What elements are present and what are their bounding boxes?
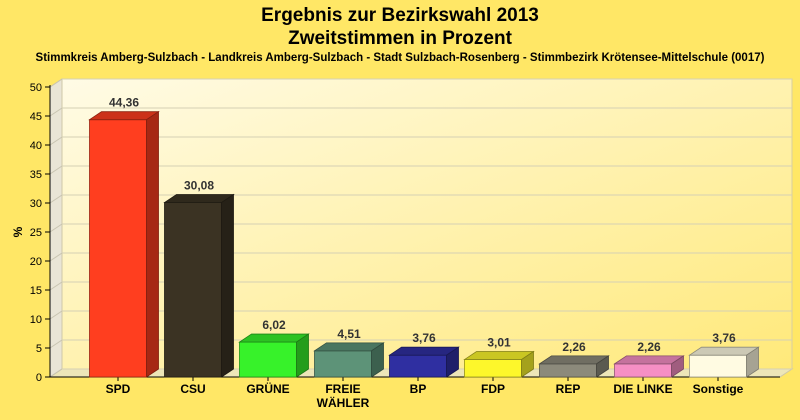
bar: [463, 350, 535, 378]
data-label: 2,26: [562, 340, 586, 354]
y-tick-label: 0: [36, 372, 42, 384]
data-label: 44,36: [109, 96, 139, 110]
bar-front: [614, 363, 672, 378]
bar: [313, 342, 385, 378]
data-label: 3,01: [487, 336, 511, 350]
y-tick-label: 45: [30, 111, 42, 123]
chart-subtitle: Stimmkreis Amberg-Sulzbach - Landkreis A…: [35, 52, 765, 64]
bar-front: [539, 363, 597, 378]
bar-front: [464, 359, 522, 378]
y-tick-label: 20: [30, 256, 42, 268]
gridline-side: [49, 223, 63, 233]
y-tick-label: 15: [30, 285, 42, 297]
bar-side: [221, 193, 234, 378]
bar: [238, 333, 310, 378]
bar: [388, 346, 460, 378]
bar-side: [371, 342, 384, 378]
bar-side: [146, 110, 159, 378]
gridline-side: [49, 194, 63, 204]
bar-side: [746, 346, 759, 378]
bar-front: [314, 350, 372, 378]
data-label: 3,76: [412, 331, 436, 345]
chart-title-line2: Zweitstimmen in Prozent: [288, 28, 512, 49]
data-label: 2,26: [637, 340, 661, 354]
bar-side: [671, 355, 684, 378]
y-tick-label: 50: [30, 82, 42, 94]
y-tick-label: 40: [30, 140, 42, 152]
x-tick-label: GRÜNE: [246, 381, 289, 396]
x-tick-label: BP: [410, 382, 427, 396]
data-label: 30,08: [184, 179, 214, 193]
bar-side: [596, 355, 609, 378]
x-tick-label: SPD: [106, 382, 131, 396]
gridline-side: [49, 368, 63, 378]
bar-front: [689, 354, 747, 378]
bar: [163, 193, 235, 378]
x-tick-label: Sonstige: [693, 382, 744, 396]
x-tick-label: WÄHLER: [317, 395, 370, 410]
bar-side: [521, 350, 534, 378]
x-tick-label: REP: [556, 382, 581, 396]
gridline-side: [49, 136, 63, 146]
y-tick-label: 30: [30, 198, 42, 210]
gridline-side: [49, 165, 63, 175]
x-tick-label: FDP: [481, 382, 505, 396]
bar: [688, 346, 760, 378]
y-tick-label: 25: [30, 227, 42, 239]
y-tick-label: 10: [30, 314, 42, 326]
bar: [88, 110, 160, 378]
x-tick-label: CSU: [180, 382, 205, 396]
gridline-side: [49, 310, 63, 320]
y-tick-label: 5: [36, 343, 42, 355]
gridline-side: [49, 339, 63, 349]
gridline-side: [49, 107, 63, 117]
bar: [613, 355, 685, 378]
data-label: 4,51: [337, 327, 361, 341]
x-tick-label: FREIE: [325, 382, 360, 396]
bar-side: [446, 346, 459, 378]
gridline-side: [49, 78, 63, 88]
bar-front: [164, 202, 222, 378]
bar-front: [239, 341, 297, 378]
bar: [538, 355, 610, 378]
data-label: 6,02: [262, 318, 286, 332]
y-axis-label: %: [11, 226, 25, 237]
x-tick-label: DIE LINKE: [613, 382, 672, 396]
gridline-side: [49, 281, 63, 291]
chart-title: Ergebnis zur Bezirkswahl 2013 Zweitstimm…: [0, 4, 800, 50]
bar-front: [89, 119, 147, 378]
data-label: 3,76: [712, 331, 736, 345]
chart-title-line1: Ergebnis zur Bezirkswahl 2013: [261, 5, 539, 26]
gridline-side: [49, 252, 63, 262]
bar-side: [296, 333, 309, 378]
y-tick-label: 35: [30, 169, 42, 181]
bar-front: [389, 354, 447, 378]
